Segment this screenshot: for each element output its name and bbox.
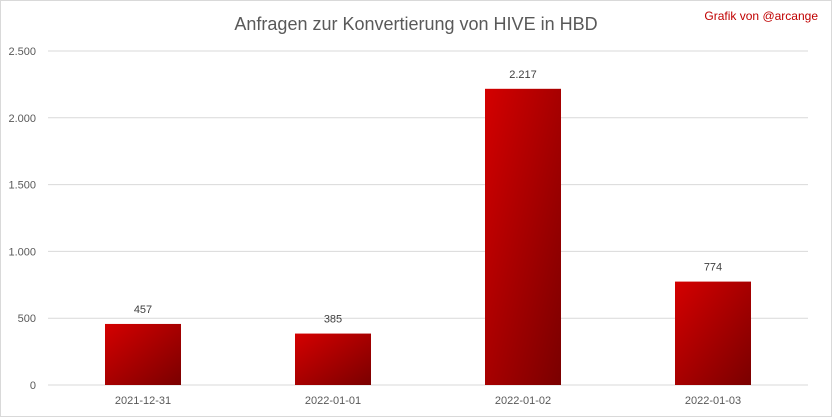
bar-2021-12-31: [105, 323, 181, 385]
x-tick-label: 2022-01-03: [685, 395, 741, 407]
chart-credit: Grafik von @arcange: [704, 9, 818, 23]
y-tick-label: 500: [18, 313, 36, 325]
data-label: 385: [324, 314, 342, 326]
x-tick-label: 2022-01-01: [305, 395, 361, 407]
bar-2022-01-02: [485, 88, 561, 385]
y-axis-ticks: 0 500 1.000 1.500 2.000 2.500: [8, 46, 36, 392]
x-axis-ticks: 2021-12-31 2022-01-01 2022-01-02 2022-01-03: [115, 395, 741, 407]
bar-2022-01-01: [295, 333, 371, 385]
data-label: 774: [704, 262, 722, 274]
chart-title: Anfragen zur Konvertierung von HIVE in H…: [234, 14, 598, 34]
y-tick-label: 1.000: [8, 246, 36, 258]
x-tick-label: 2022-01-02: [495, 395, 551, 407]
bars: [105, 88, 751, 385]
data-label: 457: [134, 304, 152, 316]
x-tick-label: 2021-12-31: [115, 395, 171, 407]
data-label: 2.217: [509, 69, 537, 81]
data-labels: 457 385 2.217 774: [134, 69, 722, 326]
y-tick-label: 1.500: [8, 180, 36, 192]
y-tick-label: 0: [30, 380, 36, 392]
bar-2022-01-03: [675, 281, 751, 385]
y-tick-label: 2.000: [8, 113, 36, 125]
y-tick-label: 2.500: [8, 46, 36, 58]
